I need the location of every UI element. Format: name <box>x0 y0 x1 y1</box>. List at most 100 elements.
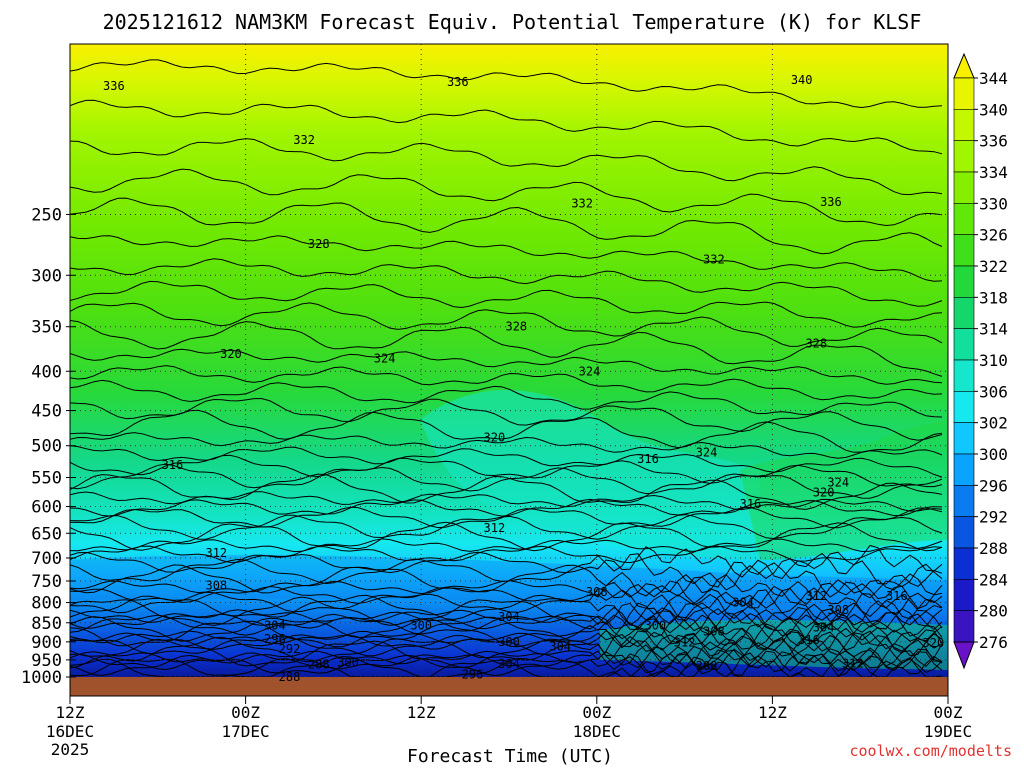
field-band-low <box>70 555 948 610</box>
colorbar-label: 318 <box>979 288 1008 307</box>
colorbar-segment <box>953 203 975 235</box>
y-axis: 2503003504004505005506006507007508008509… <box>21 205 76 688</box>
contour-line <box>70 651 943 677</box>
contour-label: 332 <box>703 252 725 266</box>
contour-label: 336 <box>447 75 469 89</box>
colorbar-top-arrow <box>953 52 975 79</box>
x-tick-hour: 00Z <box>582 703 611 722</box>
colorbar-label: 336 <box>979 132 1008 151</box>
field-anomaly-warm <box>740 420 948 560</box>
contour-line <box>70 398 943 441</box>
contour-line <box>70 648 943 677</box>
colorbar-segment <box>953 547 975 580</box>
contour-label: 308 <box>696 659 718 673</box>
ground-surface <box>70 677 948 696</box>
colorbar-label: 292 <box>979 508 1008 527</box>
x-tick-date: 19DEC <box>924 722 972 741</box>
colorbar-segment <box>953 265 975 298</box>
contour-label: 328 <box>505 320 527 334</box>
colorbar-segment <box>953 359 975 392</box>
colorbar-label: 302 <box>979 414 1008 433</box>
contour-label: 300 <box>337 655 359 669</box>
contour-line <box>70 138 943 196</box>
contour-label: 300 <box>410 619 432 633</box>
colorbar-segment <box>953 328 975 361</box>
colorbar-bottom-arrow <box>953 641 975 670</box>
contour-line <box>70 614 943 654</box>
y-tick-label: 950 <box>31 651 62 671</box>
contour-label: 320 <box>220 347 242 361</box>
plot-area <box>70 44 948 677</box>
credit-text: coolwx.com/modelts <box>849 742 1012 760</box>
y-tick-label: 900 <box>31 633 62 653</box>
colorbar-label: 306 <box>979 382 1008 401</box>
contour-label: 308 <box>703 624 725 638</box>
contour-line <box>70 432 943 459</box>
contour-label: 340 <box>791 73 813 87</box>
contour-label: 308 <box>205 578 227 592</box>
y-tick-label: 350 <box>31 318 62 338</box>
contour-label: 332 <box>571 197 593 211</box>
contour-label: 324 <box>579 364 601 378</box>
colorbar-label: 310 <box>979 351 1008 370</box>
contour-line <box>70 197 943 255</box>
contour-line <box>70 302 943 347</box>
x-tick-date: 17DEC <box>222 722 270 741</box>
contour-line <box>70 521 943 552</box>
contour-label: 312 <box>805 589 827 603</box>
colorbar-label: 330 <box>979 194 1008 213</box>
y-tick-label: 700 <box>31 549 62 569</box>
contour-line <box>70 454 943 488</box>
x-tick-hour: 12Z <box>407 703 436 722</box>
plot-frame <box>69 43 949 697</box>
contour-line <box>70 348 943 385</box>
contour-label: 324 <box>696 445 718 459</box>
x-tick-hour: 00Z <box>934 703 963 722</box>
contour-label: 292 <box>279 642 301 656</box>
contour-line <box>70 608 943 642</box>
x-tick-date: 16DEC <box>46 722 94 741</box>
field-anomaly-moist <box>420 390 760 560</box>
contour-label: 328 <box>805 336 827 350</box>
contour-label: 316 <box>886 589 908 603</box>
y-tick-label: 600 <box>31 498 62 518</box>
contour-label: 320 <box>484 431 506 445</box>
contour-line <box>70 629 943 671</box>
chart-title: 2025121612 NAM3KM Forecast Equiv. Potent… <box>103 10 922 34</box>
colorbar-label: 326 <box>979 226 1008 245</box>
colorbar-label: 314 <box>979 320 1008 339</box>
colorbar-segment <box>953 422 975 455</box>
contour-label: 312 <box>842 656 864 670</box>
contour-label: 312 <box>205 546 227 560</box>
contour-label: 296 <box>462 668 484 682</box>
colorbar-segment <box>953 516 975 549</box>
contour-label: 304 <box>498 657 520 671</box>
x-tick-year: 2025 <box>51 740 90 759</box>
contour-label: 288 <box>308 657 330 671</box>
grid <box>70 44 948 677</box>
contour-label: 316 <box>740 497 762 511</box>
contour-label: 320 <box>813 485 835 499</box>
colorbar-segment <box>953 485 975 517</box>
colorbar-label: 340 <box>979 100 1008 119</box>
contour-label: 324 <box>374 352 396 366</box>
contour-line <box>70 379 943 418</box>
contour-label: 296 <box>264 632 286 646</box>
contour-label: 308 <box>586 585 608 599</box>
contour-line <box>70 280 943 328</box>
y-tick-label: 750 <box>31 572 62 592</box>
contour-label: 304 <box>813 620 835 634</box>
contour-label: 320 <box>923 636 945 650</box>
x-tick-hour: 00Z <box>231 703 260 722</box>
colorbar-segment <box>953 109 975 141</box>
contour-line <box>70 506 943 529</box>
contour-label: 304 <box>549 639 571 653</box>
colorbar: 344 340 336 334 330 326 322 318 314 310 306 302 300 2… <box>953 52 1008 670</box>
contour-label: 304 <box>732 596 754 610</box>
contour-label: 316 <box>798 633 820 647</box>
colorbar-segment <box>953 453 975 486</box>
contour-label: 304 <box>498 610 520 624</box>
contour-label: 288 <box>279 670 301 684</box>
